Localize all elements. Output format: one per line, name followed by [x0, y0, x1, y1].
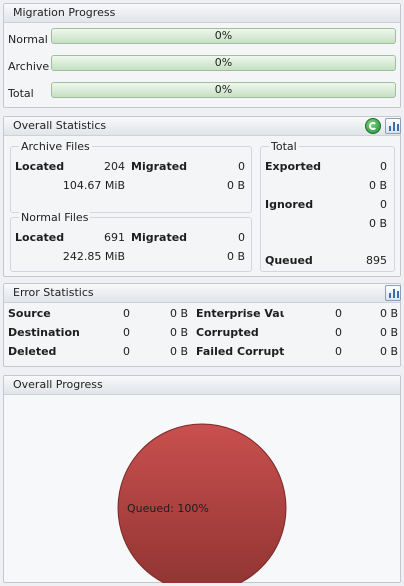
error-deleted-size: 0 B	[169, 345, 188, 358]
error-statistics-panel: Error Statistics Source 0 0 B Destinatio…	[3, 283, 401, 367]
total-progress-bar: 0%	[51, 82, 396, 98]
total-exported-count: 0	[380, 160, 387, 173]
error-source-size: 0 B	[169, 307, 188, 320]
error-source-label: Source	[8, 307, 51, 320]
overall-statistics-title: Overall Statistics	[4, 117, 400, 136]
normal-located-size: 242.85 MiB	[62, 250, 125, 263]
error-enterprise-vault-count: 0	[335, 307, 342, 320]
error-failed-corruption-size: 0 B	[379, 345, 398, 358]
normal-located-count: 691	[104, 231, 125, 244]
error-failed-corruption-count: 0	[335, 345, 342, 358]
total-progress-label: Total	[8, 87, 34, 100]
overall-statistics-panel: Overall Statistics Archive Files Located…	[3, 116, 401, 277]
migration-progress-panel: Migration Progress Normal 0% Archive 0% …	[3, 3, 401, 108]
error-source-count: 0	[123, 307, 130, 320]
error-corrupted-label: Corrupted	[196, 326, 259, 339]
archive-progress-bar: 0%	[51, 55, 396, 71]
normal-progress-bar: 0%	[51, 28, 396, 44]
error-destination-count: 0	[123, 326, 130, 339]
total-queued-count: 895	[366, 254, 387, 267]
total-title: Total	[269, 140, 299, 153]
total-group: Total Exported 0 0 B Ignored 0 0 B Queue…	[260, 140, 395, 272]
overall-progress-panel: Overall Progress Queued: 100%	[3, 375, 401, 583]
archive-files-group: Archive Files Located 204 Migrated 0 104…	[10, 140, 252, 213]
normal-files-group: Normal Files Located 691 Migrated 0 242.…	[10, 211, 252, 272]
total-progress-text: 0%	[214, 83, 233, 96]
archive-located-label: Located	[15, 160, 65, 173]
archive-files-title: Archive Files	[19, 140, 92, 153]
total-queued-label: Queued	[265, 254, 313, 267]
error-statistics-title: Error Statistics	[4, 284, 400, 303]
total-ignored-size: 0 B	[368, 217, 387, 230]
report-chart-icon[interactable]	[385, 118, 401, 134]
archive-located-count: 204	[104, 160, 125, 173]
error-failed-corruption-label: Failed Corrupti	[196, 345, 284, 358]
overall-progress-title: Overall Progress	[4, 376, 400, 395]
error-deleted-count: 0	[123, 345, 130, 358]
total-ignored-label: Ignored	[265, 198, 314, 211]
error-deleted-label: Deleted	[8, 345, 57, 358]
normal-located-label: Located	[15, 231, 65, 244]
archive-progress-label: Archive	[8, 60, 50, 73]
pie-slice-queued	[117, 423, 287, 583]
normal-migrated-size: 0 B	[226, 250, 245, 263]
error-corrupted-count: 0	[335, 326, 342, 339]
overall-progress-pie-chart: Queued: 100%	[117, 423, 287, 583]
refresh-icon[interactable]	[365, 118, 381, 134]
archive-migrated-size: 0 B	[226, 179, 245, 192]
error-destination-size: 0 B	[169, 326, 188, 339]
total-exported-label: Exported	[265, 160, 322, 173]
error-enterprise-vault-size: 0 B	[379, 307, 398, 320]
archive-migrated-label: Migrated	[131, 160, 188, 173]
report-chart-icon[interactable]	[385, 285, 401, 301]
error-corrupted-size: 0 B	[379, 326, 398, 339]
normal-migrated-label: Migrated	[131, 231, 188, 244]
error-enterprise-vault-label: Enterprise Vault	[196, 307, 284, 320]
normal-progress-text: 0%	[214, 29, 233, 42]
archive-migrated-count: 0	[238, 160, 245, 173]
migration-progress-title: Migration Progress	[4, 4, 400, 23]
normal-migrated-count: 0	[238, 231, 245, 244]
normal-files-title: Normal Files	[19, 211, 91, 224]
error-destination-label: Destination	[8, 326, 80, 339]
archive-located-size: 104.67 MiB	[62, 179, 125, 192]
total-exported-size: 0 B	[368, 179, 387, 192]
pie-label-queued: Queued: 100%	[127, 502, 209, 515]
archive-progress-text: 0%	[214, 56, 233, 69]
total-ignored-count: 0	[380, 198, 387, 211]
normal-progress-label: Normal	[8, 33, 48, 46]
